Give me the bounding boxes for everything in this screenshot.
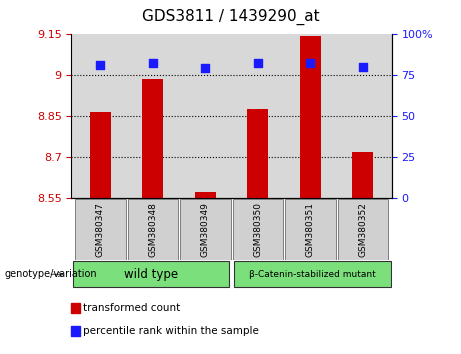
Text: genotype/variation: genotype/variation: [5, 269, 97, 279]
Bar: [90, 112, 111, 198]
Bar: [338, 199, 388, 259]
Text: percentile rank within the sample: percentile rank within the sample: [83, 326, 259, 336]
Point: [149, 61, 157, 66]
Point: [202, 65, 209, 71]
Text: transformed count: transformed count: [83, 303, 180, 313]
Bar: [142, 79, 163, 198]
Text: GSM380351: GSM380351: [306, 202, 315, 257]
Point: [359, 64, 366, 69]
Bar: [234, 261, 391, 287]
Bar: [353, 152, 373, 198]
Text: GSM380350: GSM380350: [254, 202, 262, 257]
Bar: [248, 109, 268, 198]
Text: GSM380352: GSM380352: [359, 202, 367, 257]
Point: [254, 61, 261, 66]
Bar: [195, 192, 216, 198]
Bar: [285, 199, 336, 259]
Point: [97, 62, 104, 68]
Bar: [75, 199, 125, 259]
Text: wild type: wild type: [124, 268, 178, 281]
Text: GSM380349: GSM380349: [201, 202, 210, 257]
Bar: [72, 261, 229, 287]
Text: β-Catenin-stabilized mutant: β-Catenin-stabilized mutant: [249, 270, 376, 279]
Bar: [128, 199, 178, 259]
Text: GSM380348: GSM380348: [148, 202, 157, 257]
Text: GSM380347: GSM380347: [96, 202, 105, 257]
Point: [307, 61, 314, 66]
Bar: [180, 199, 230, 259]
Bar: [233, 199, 283, 259]
Bar: [300, 36, 321, 198]
Text: GDS3811 / 1439290_at: GDS3811 / 1439290_at: [142, 9, 319, 25]
